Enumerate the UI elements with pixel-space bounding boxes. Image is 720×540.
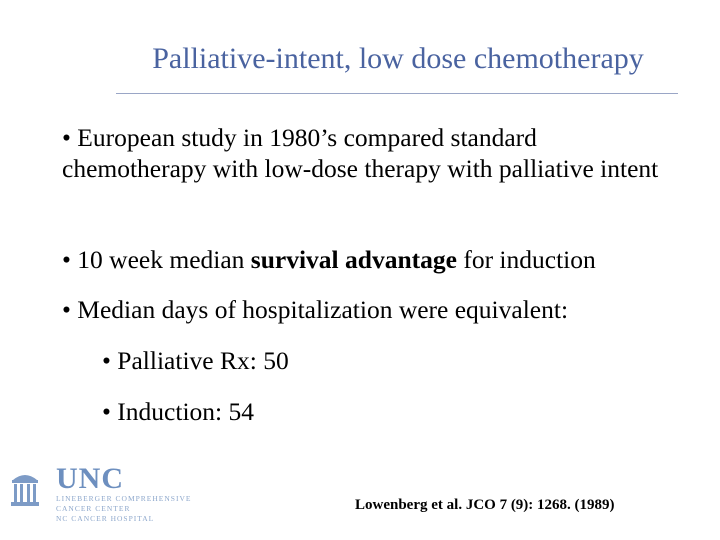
bullet-hospitalization: • Median days of hospitalization were eq… xyxy=(62,295,569,324)
bullet-emphasis: survival advantage xyxy=(250,245,457,274)
title-divider xyxy=(116,93,678,94)
logo-line-2: CANCER CENTER xyxy=(56,504,131,513)
logo-wordmark: UNC xyxy=(56,462,124,495)
unc-lineberger-logo: UNC LINEBERGER COMPREHENSIVE CANCER CENT… xyxy=(0,456,212,540)
old-well-icon xyxy=(11,475,39,506)
sub-bullet-palliative: • Palliative Rx: 50 xyxy=(102,346,289,375)
logo-line-3: NC CANCER HOSPITAL xyxy=(56,514,155,523)
slide-title: Palliative-intent, low dose chemotherapy xyxy=(152,42,644,75)
bullet-european-study: • European study in 1980’s compared stan… xyxy=(62,123,659,183)
sub-bullet-induction: • Induction: 54 xyxy=(102,397,254,426)
bullet-suffix: for induction xyxy=(456,245,596,274)
bullet-prefix: • 10 week median xyxy=(62,245,251,274)
logo-line-1: LINEBERGER COMPREHENSIVE xyxy=(56,494,192,503)
citation: Lowenberg et al. JCO 7 (9): 1268. (1989) xyxy=(355,497,615,513)
bullet-survival-advantage: • 10 week median survival advantage for … xyxy=(62,244,596,275)
